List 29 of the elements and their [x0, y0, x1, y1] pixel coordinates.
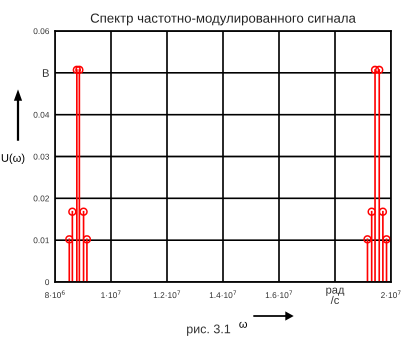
y-tick-label: 0	[45, 279, 50, 286]
x-tick-label: 8·10$^{6}$	[44, 290, 65, 298]
point	[382, 235, 391, 244]
chart-title: Спектр частотно-модулированного сигнала	[90, 13, 356, 26]
y-tick-label: 0.01	[34, 237, 50, 244]
x-tick-label: рад /с	[326, 288, 344, 304]
point	[72, 66, 82, 74]
point	[363, 235, 372, 244]
text: рис. 3.1	[187, 324, 230, 336]
y-tick-label: В	[42, 69, 49, 77]
y-tick-label: 0.03	[34, 154, 50, 160]
x-axis-title: ω	[239, 322, 248, 328]
point	[75, 66, 84, 74]
y-axis-title: U(ω)	[2, 154, 24, 164]
point	[65, 235, 74, 244]
x-tick-label: 1.2·10$^{7}$	[154, 290, 180, 298]
y-tick-label: 0.02	[34, 196, 50, 202]
y-tick-label: 0.04	[34, 112, 50, 118]
point	[79, 207, 88, 216]
x-tick-label: 1.4·10$^{7}$	[210, 290, 236, 298]
point	[367, 207, 376, 216]
point	[68, 207, 77, 216]
point	[82, 235, 92, 244]
x-tick-label: 1·10$^{7}$	[101, 290, 121, 298]
x-tick-label: 1.6·10$^{7}$	[266, 290, 292, 298]
point	[375, 66, 384, 74]
y-tick-label: 0.06	[34, 28, 50, 34]
point	[370, 66, 380, 74]
x-tick-label: 2·10$^{7}$	[381, 290, 401, 298]
